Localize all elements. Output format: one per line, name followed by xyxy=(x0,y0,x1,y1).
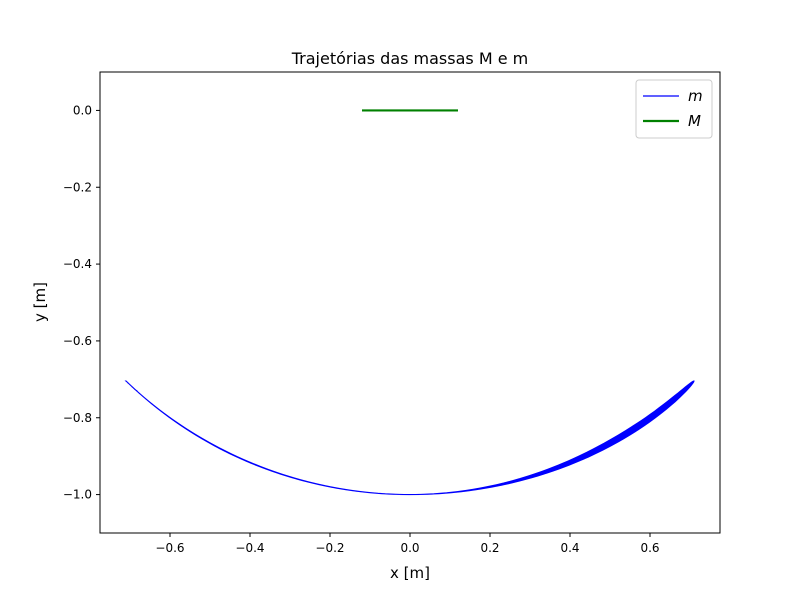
series-m-trajectory xyxy=(124,380,695,496)
legend-label-m: m xyxy=(688,87,703,105)
x-tick-label: −0.2 xyxy=(315,541,344,555)
x-tick-label: 0.4 xyxy=(560,541,579,555)
legend: m M xyxy=(635,79,713,139)
y-tick-label: 0.0 xyxy=(73,103,92,117)
y-tick-label: −0.2 xyxy=(63,180,92,194)
x-axis: −0.6 −0.4 −0.2 0.0 0.2 0.4 0.6 xyxy=(155,533,660,555)
x-tick-label: 0.6 xyxy=(640,541,659,555)
y-tick-label: −0.4 xyxy=(63,257,92,271)
legend-box xyxy=(635,79,713,139)
x-tick-label: 0.2 xyxy=(480,541,499,555)
y-tick-label: −1.0 xyxy=(63,488,92,502)
x-tick-label: −0.4 xyxy=(235,541,264,555)
x-axis-label: x [m] xyxy=(390,564,430,582)
x-tick-label: −0.6 xyxy=(155,541,184,555)
y-axis-label: y [m] xyxy=(31,282,49,322)
y-tick-label: −0.8 xyxy=(63,411,92,425)
legend-label-M: M xyxy=(688,112,701,130)
plot-area xyxy=(124,109,695,496)
x-tick-label: 0.0 xyxy=(400,541,419,555)
y-axis: 0.0 −0.2 −0.4 −0.6 −0.8 −1.0 xyxy=(63,103,100,502)
chart-title: Trajetórias das massas M e m xyxy=(291,49,528,68)
y-tick-label: −0.6 xyxy=(63,334,92,348)
